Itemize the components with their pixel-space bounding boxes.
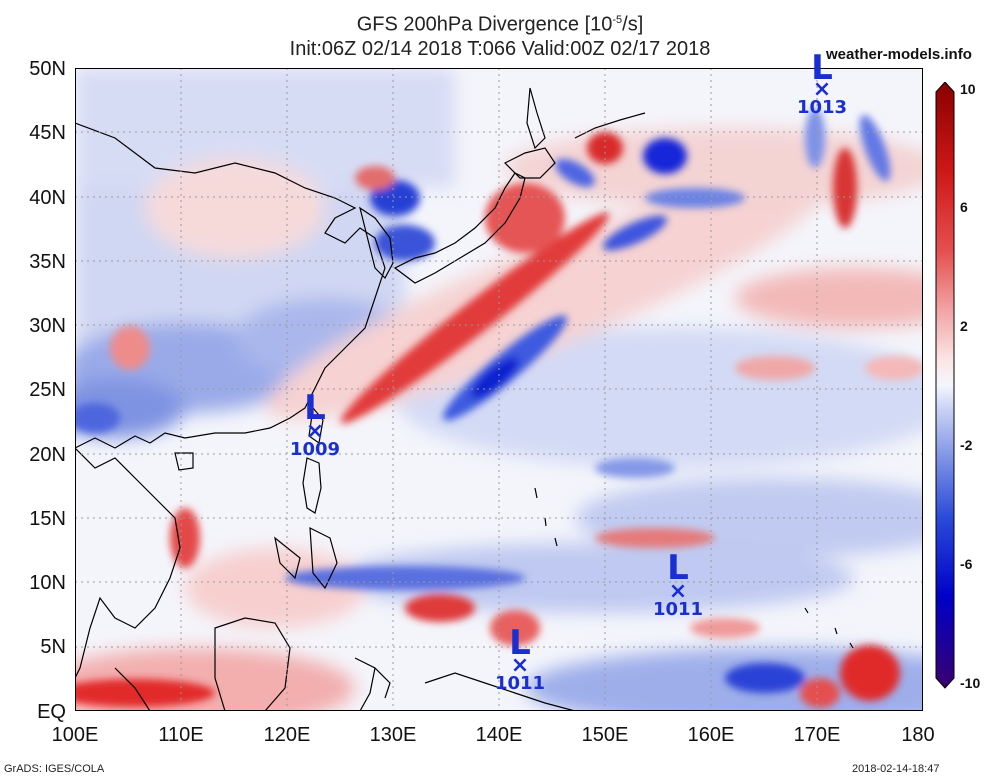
colorbar-label-neg2: -2 — [960, 437, 973, 453]
title-exponent: -5 — [612, 14, 623, 26]
lon-label-110e: 110E — [158, 724, 204, 746]
low-pressure-value: 1009 — [289, 439, 341, 460]
divergence-field-features — [75, 108, 923, 708]
footer-credit: GrADS: IGES/COLA — [4, 763, 105, 775]
lon-label-120e: 120E — [263, 724, 311, 746]
low-pressure-value: 1011 — [494, 673, 546, 694]
lon-label-100e: 100E — [51, 724, 99, 746]
low-marker-icon: × — [812, 77, 832, 102]
lat-label-45n: 45N — [29, 122, 66, 144]
low-marker-icon: × — [668, 579, 688, 604]
low-pressure-value: 1011 — [652, 599, 704, 620]
lat-label-10n: 10N — [29, 572, 66, 594]
lon-label-130e: 130E — [369, 724, 417, 746]
colorbar-label-6: 6 — [960, 199, 968, 215]
lat-label-eq: EQ — [37, 701, 66, 723]
low-marker-icon: × — [510, 653, 530, 678]
lon-label-170e: 170E — [793, 724, 841, 746]
low-pressure-value: 1013 — [796, 97, 848, 118]
colorbar-label-neg10: -10 — [960, 675, 981, 691]
low-symbol: L — [509, 623, 531, 663]
title-text: GFS 200hPa Divergence [10 — [356, 13, 613, 36]
lat-label-25n: 25N — [29, 379, 66, 401]
low-1009: L × 1009 — [285, 388, 345, 460]
lat-label-35n: 35N — [29, 251, 66, 273]
low-1011-east: L × 1011 — [648, 548, 708, 620]
colorbar-label-neg6: -6 — [960, 556, 973, 572]
low-1011-south: L × 1011 — [490, 623, 550, 694]
lat-label-50n: 50N — [29, 58, 66, 80]
title-unit: /s] — [622, 13, 644, 36]
low-symbol: L — [667, 548, 689, 588]
lat-label-15n: 15N — [29, 508, 66, 530]
map-subtitle: Init:06Z 02/14 2018 T:066 Valid:00Z 02/1… — [289, 38, 711, 60]
map-title: GFS 200hPa Divergence [10-5/s] — [0, 8, 1000, 37]
colorbar-label-2: 2 — [960, 318, 968, 334]
lat-label-20n: 20N — [29, 444, 66, 466]
lon-label-180: 180 — [901, 724, 935, 746]
low-symbol: L — [811, 48, 833, 88]
divergence-map — [75, 68, 923, 711]
coastlines — [75, 87, 854, 711]
lon-label-140e: 140E — [475, 724, 523, 746]
lon-label-160e: 160E — [687, 724, 735, 746]
lat-label-40n: 40N — [29, 187, 66, 209]
lon-label-150e: 150E — [581, 724, 629, 746]
lat-label-30n: 30N — [29, 315, 66, 337]
colorbar-label-10: 10 — [960, 81, 976, 97]
low-marker-icon: × — [305, 419, 325, 444]
footer-timestamp: 2018-02-14-18:47 — [852, 763, 940, 775]
lat-label-5n: 5N — [40, 636, 66, 658]
map-frame — [75, 68, 923, 711]
colorbar-gradient — [935, 82, 955, 689]
gridlines — [75, 68, 923, 711]
low-symbol: L — [304, 388, 326, 428]
site-label: weather-models.info — [826, 46, 972, 63]
low-1013: L × 1013 — [792, 48, 852, 118]
colorbar — [935, 82, 955, 689]
